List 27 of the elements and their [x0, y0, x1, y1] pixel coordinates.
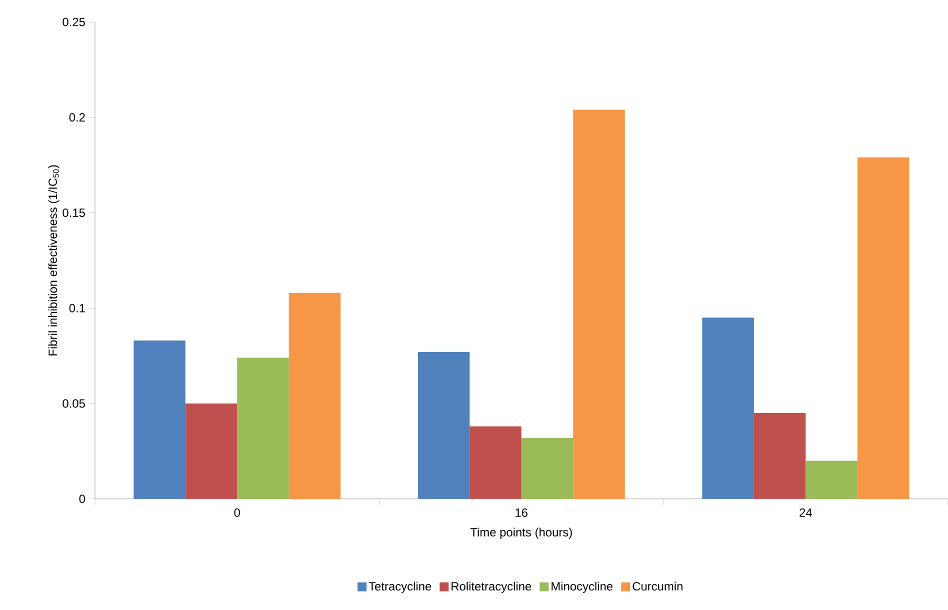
- y-tick-label: 0.05: [62, 399, 85, 408]
- y-tick-label: 0.15: [62, 208, 85, 218]
- bar: [857, 157, 910, 499]
- x-axis-title: Time points (hours): [470, 528, 572, 539]
- bar: [288, 292, 341, 499]
- y-tick-label: 0.25: [62, 18, 85, 26]
- bar: [185, 404, 238, 499]
- y-tick-label: 0.2: [69, 113, 85, 122]
- bar: [806, 460, 858, 499]
- y-tick-label: 0: [79, 494, 86, 504]
- y-tick-label: 0.1: [69, 304, 85, 312]
- bar: [470, 426, 522, 499]
- x-tick-label: 24: [800, 508, 812, 517]
- bar: [573, 110, 625, 499]
- x-tick-label: 0: [234, 508, 240, 517]
- bar: [134, 340, 186, 499]
- bar: [237, 358, 289, 499]
- legend-label: Minocycline: [552, 582, 613, 593]
- legend-label: Curcumin: [632, 582, 682, 591]
- legend-label: Rolitetracycline: [452, 582, 532, 593]
- bar: [521, 438, 574, 499]
- bar: [754, 413, 806, 499]
- bar: [418, 352, 470, 499]
- legend-label: Tetracycline: [368, 582, 432, 593]
- bar: [702, 318, 754, 499]
- x-tick-label: 16: [516, 508, 528, 517]
- y-axis-title: Fibril inhibition effectiveness (1/IC$_{50}$): [48, 165, 60, 356]
